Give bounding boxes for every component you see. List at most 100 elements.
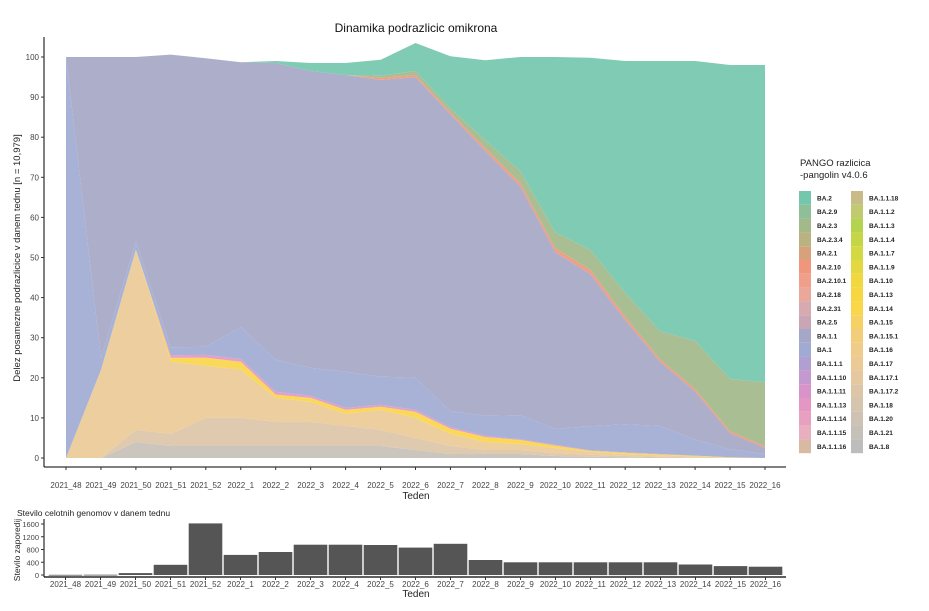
legend-label: BA.1.17.1 (869, 375, 899, 382)
legend-label: BA.1.1.4 (869, 237, 895, 244)
legend-key (851, 398, 863, 412)
legend-key (799, 439, 811, 454)
legend-key (799, 232, 811, 247)
bar (748, 566, 783, 575)
legend-label: BA.1 (817, 347, 832, 354)
legend-label: BA.1.1.15 (817, 430, 847, 437)
bar-x-tick-label: 2022_10 (540, 580, 572, 589)
main-y-axis-label: Delez posamezne podrazlicice v danem ted… (12, 134, 23, 381)
legend-key (799, 246, 811, 260)
legend-title-line-1: PANGO razlicica (800, 158, 871, 169)
legend-key (799, 273, 811, 288)
legend-key (851, 439, 863, 454)
main-y-tick-label: 80 (30, 133, 39, 142)
legend-key (799, 329, 811, 343)
bar-y-axis-label: Stevilo zaporedij (12, 519, 22, 581)
bar (678, 564, 713, 575)
bar-x-tick-label: 2022_14 (680, 580, 712, 589)
main-x-tick-label: 2022_5 (367, 481, 394, 490)
legend-key (799, 315, 811, 329)
bar (153, 564, 188, 575)
bar (643, 562, 678, 576)
bar-y-tick-label: 400 (26, 558, 39, 567)
bar-x-tick-label: 2022_1 (227, 580, 254, 589)
legend-label: BA.2.10 (817, 264, 841, 271)
legend-label: BA.1.15.1 (869, 333, 899, 340)
main-x-tick-label: 2022_12 (610, 481, 642, 490)
legend-key (799, 342, 811, 357)
legend-label: BA.1.17 (869, 361, 893, 368)
legend-key (799, 370, 811, 385)
legend-key (851, 425, 863, 440)
main-y-tick-label: 20 (30, 374, 39, 383)
legend-label: BA.2 (817, 195, 832, 202)
area-ba-1-17 (66, 249, 765, 458)
legend-key (851, 273, 863, 288)
legend-label: BA.1.1 (817, 333, 838, 340)
legend-key (799, 191, 811, 205)
legend-label: BA.1.1.3 (869, 223, 895, 230)
bar (503, 562, 538, 576)
bar (188, 523, 223, 575)
legend-label: BA.2.3 (817, 223, 838, 230)
legend-label: BA.2.3.4 (817, 237, 843, 244)
main-x-tick-label: 2021_50 (120, 481, 152, 490)
legend-key (851, 301, 863, 316)
bar-x-tick-label: 2022_8 (472, 580, 499, 589)
main-y-tick-label: 10 (30, 414, 39, 423)
bar (223, 554, 258, 575)
legend-label: BA.2.31 (817, 306, 841, 313)
legend-key (851, 232, 863, 247)
legend-key (851, 218, 863, 233)
legend: PANGO razlicica -pangolin v4.0.6 BA.2 BA.… (799, 158, 899, 454)
main-x-tick-label: 2021_48 (50, 481, 82, 490)
bar (293, 544, 328, 575)
legend-key (799, 411, 811, 426)
legend-key (851, 260, 863, 274)
main-x-tick-label: 2022_16 (749, 481, 781, 490)
main-x-tick-label: 2022_11 (575, 481, 606, 490)
main-x-axis-label: Teden (402, 491, 429, 502)
legend-key (799, 301, 811, 316)
legend-label: BA.1.1.13 (817, 402, 847, 409)
main-y-tick-label: 50 (30, 254, 39, 263)
bar-y-tick-label: 0 (35, 571, 39, 580)
area-ba-1-1 (66, 54, 765, 454)
main-y-tick-label: 100 (26, 53, 40, 62)
legend-key (851, 204, 863, 219)
main-x-tick-label: 2022_13 (645, 481, 677, 490)
area-ba-2 (66, 43, 765, 383)
main-x-tick-label: 2022_4 (332, 481, 359, 490)
legend-label: BA.1.1.10 (817, 375, 847, 382)
legend-label: BA.1.14 (869, 306, 893, 313)
main-x-tick-label: 2022_14 (680, 481, 712, 490)
main-y-tick-label: 60 (30, 213, 39, 222)
legend-key (799, 356, 811, 371)
main-y-tick-label: 0 (35, 454, 40, 463)
bar-x-tick-label: 2022_7 (437, 580, 464, 589)
main-chart-title: Dinamika podrazlicic omikrona (335, 21, 498, 35)
main-y-tick-label: 40 (30, 294, 39, 303)
area-ba-1-14 (66, 249, 765, 458)
bar-x-tick-label: 2021_52 (190, 580, 222, 589)
main-x-tick-label: 2022_6 (402, 481, 429, 490)
main-y-tick-label: 30 (30, 334, 39, 343)
area-ba-1 (66, 57, 765, 458)
main-x-tick-label: 2022_8 (472, 481, 499, 490)
legend-key (799, 425, 811, 440)
bar-x-tick-label: 2022_4 (332, 580, 359, 589)
legend-label: BA.1.16 (869, 347, 893, 354)
legend-label: BA.2.10.1 (817, 278, 847, 285)
main-y-tick-label: 90 (30, 93, 39, 102)
main-x-tick-label: 2022_2 (262, 481, 289, 490)
legend-key (851, 287, 863, 302)
bar-y-tick-label: 800 (26, 546, 39, 555)
legend-key (851, 315, 863, 329)
legend-label: BA.1.8 (869, 444, 890, 451)
bar (258, 552, 293, 575)
legend-label: BA.2.18 (817, 292, 841, 299)
legend-label: BA.1.1.1 (817, 361, 843, 368)
